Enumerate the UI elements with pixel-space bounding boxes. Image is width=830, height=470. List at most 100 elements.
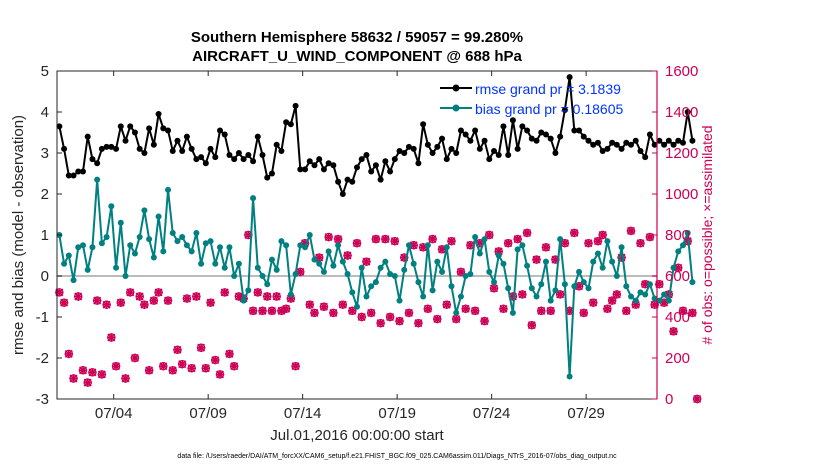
legend-rmse-label: rmse grand pr = 3.1839 (475, 81, 621, 97)
rmse-point (94, 160, 101, 167)
x-axis-label: Jul.01,2016 00:00:00 start (270, 427, 444, 444)
obs-assimilated-point (357, 312, 366, 322)
x-tick-label: 07/04 (95, 405, 133, 422)
obs-assimilated-point (485, 230, 494, 240)
rmse-point (98, 145, 105, 152)
rmse-point (642, 154, 649, 161)
x-tick-label: 07/14 (284, 405, 322, 422)
obs-assimilated-point (187, 364, 196, 373)
bias-point (113, 264, 120, 271)
bias-point (528, 285, 535, 292)
bias-point (325, 248, 332, 255)
bias-point (136, 234, 143, 241)
obs-assimilated-point (168, 366, 177, 375)
bias-point (646, 281, 653, 288)
obs-assimilated-point (352, 239, 362, 248)
rmse-point (566, 74, 573, 81)
bias-point (202, 240, 209, 247)
obs-assimilated-point (489, 284, 499, 293)
bias-point (330, 262, 337, 269)
bias-point (335, 242, 342, 249)
rmse-point (146, 125, 153, 132)
bias-point (542, 258, 549, 265)
rmse-point (306, 158, 313, 165)
bias-point (495, 252, 502, 259)
obs-assimilated-point (267, 306, 277, 316)
obs-assimilated-point (196, 343, 206, 352)
right-tick-label: 1000 (665, 186, 698, 203)
obs-assimilated-point (225, 349, 234, 359)
legend-rmse-marker (452, 84, 460, 92)
obs-assimilated-point (215, 370, 225, 379)
bias-point (679, 242, 686, 249)
obs-assimilated-point (229, 362, 239, 371)
obs-assimilated-point (626, 226, 636, 236)
bias-point (363, 293, 370, 300)
obs-assimilated-point (452, 314, 461, 324)
bias-point (420, 293, 427, 300)
bias-point (122, 273, 129, 279)
bias-point (524, 262, 531, 269)
rmse-point (632, 137, 639, 144)
obs-assimilated-point (418, 243, 428, 252)
obs-assimilated-point (532, 255, 541, 264)
bias-point (240, 297, 247, 304)
obs-assimilated-point (655, 280, 664, 289)
obs-assimilated-point (248, 306, 258, 316)
obs-assimilated-point (522, 228, 532, 238)
rmse-point (472, 127, 479, 134)
rmse-point (661, 141, 668, 148)
obs-assimilated-point (692, 394, 702, 404)
rmse-point (604, 145, 611, 152)
bias-point (179, 234, 186, 241)
bias-point (368, 283, 375, 290)
obs-assimilated-point (650, 300, 659, 309)
rmse-point (585, 137, 592, 144)
rmse-point (287, 121, 294, 128)
rmse-point (330, 162, 337, 169)
obs-assimilated-point (570, 228, 579, 238)
bias-point (642, 291, 649, 298)
obs-assimilated-point (366, 308, 376, 318)
obs-assimilated-point (659, 298, 669, 307)
bias-point (84, 266, 91, 273)
bias-point (268, 256, 275, 263)
obs-assimilated-point (390, 236, 399, 246)
rmse-point (155, 111, 162, 118)
obs-assimilated-point (59, 298, 69, 307)
bias-point (108, 203, 115, 210)
obs-assimilated-point (69, 374, 78, 383)
obs-assimilated-point (296, 267, 305, 277)
rmse-point (528, 135, 535, 142)
bias-point (344, 270, 351, 277)
bias-point (387, 270, 394, 277)
rmse-point (250, 158, 257, 165)
x-tick-label: 07/24 (473, 405, 511, 422)
bias-point (302, 244, 309, 251)
rmse-point (141, 150, 148, 156)
rmse-point (434, 143, 441, 150)
rmse-point (679, 139, 686, 146)
bias-point (637, 289, 644, 296)
bias-point (405, 242, 412, 249)
obs-assimilated-point (442, 300, 451, 309)
rmse-point (221, 131, 228, 138)
bias-point (561, 281, 568, 288)
obs-assimilated-point (645, 232, 655, 242)
left-tick-label: -1 (36, 309, 49, 326)
bias-point (656, 297, 663, 304)
bias-point (472, 234, 479, 241)
obs-assimilated-point (475, 239, 485, 248)
obs-assimilated-point (206, 298, 215, 307)
rmse-point (561, 106, 568, 113)
obs-assimilated-point (333, 234, 343, 244)
obs-assimilated-point (541, 243, 551, 252)
obs-assimilated-point (97, 370, 107, 379)
obs-assimilated-point (159, 362, 168, 371)
obs-assimilated-point (546, 306, 555, 316)
rmse-point (103, 143, 110, 150)
obs-assimilated-point (371, 234, 381, 244)
rmse-point (89, 156, 96, 163)
rmse-point (160, 125, 167, 132)
rmse-point (571, 127, 578, 134)
